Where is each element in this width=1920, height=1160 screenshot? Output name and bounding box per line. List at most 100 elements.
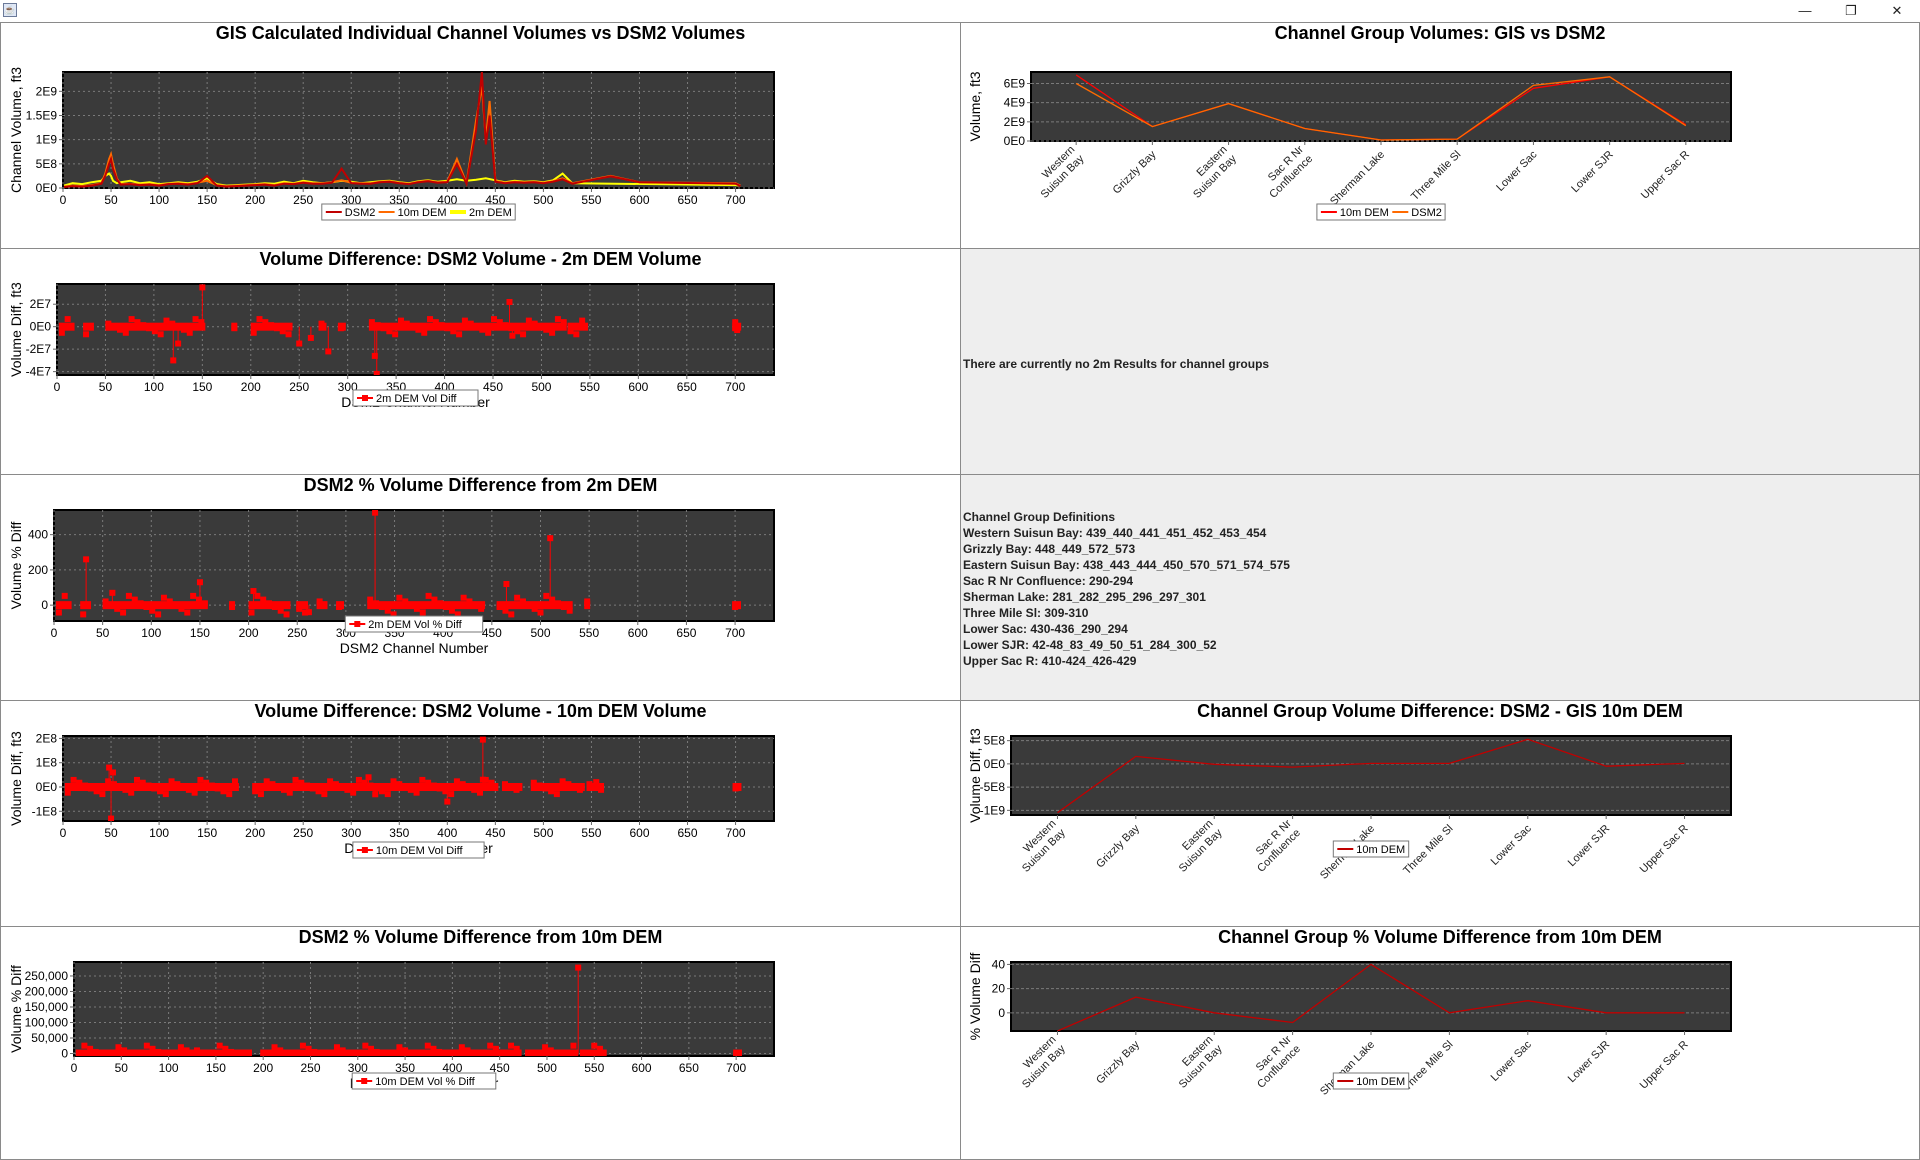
definition-line: Western Suisun Bay: 439_440_441_451_452_… (963, 526, 1267, 540)
legend-label: 2m DEM Vol % Diff (368, 619, 462, 631)
data-point (514, 594, 521, 601)
x-tick-label: 0 (60, 826, 67, 840)
data-point (431, 596, 438, 603)
data-point (733, 1052, 740, 1056)
y-tick-label: 6E9 (1004, 77, 1026, 91)
data-point (490, 316, 497, 323)
data-point (296, 340, 303, 347)
data-point (315, 788, 322, 795)
data-point (333, 1044, 340, 1051)
data-point (461, 317, 468, 324)
data-point (553, 791, 560, 798)
y-tick-label: -4E7 (26, 365, 52, 379)
x-tick-label: 350 (395, 1061, 415, 1075)
restore-button[interactable]: ❐ (1845, 3, 1857, 18)
window-titlebar: ☕ — ❐ ✕ (0, 0, 1920, 22)
y-tick-label: -2E7 (26, 342, 52, 356)
y-tick-label: 250,000 (25, 969, 69, 983)
x-tick-label: 250 (293, 826, 313, 840)
data-point (99, 791, 106, 798)
data-point (384, 607, 391, 614)
x-category-label: Three Mile Sl (1401, 823, 1455, 877)
chart-root: Channel Group Volume Difference: DSM2 - … (967, 701, 1732, 882)
data-point (465, 784, 472, 790)
legend: DSM2 10m DEM 2m DEM (321, 203, 516, 221)
data-point (519, 598, 526, 605)
plot-area (1010, 961, 1732, 1032)
data-point (275, 784, 282, 790)
data-point (345, 1050, 352, 1056)
chart-vol-diff-2m: Volume Difference: DSM2 Volume - 2m DEM … (8, 249, 775, 410)
x-category-label: Upper Sac R (1638, 1039, 1691, 1092)
data-point (280, 786, 287, 793)
x-tick-label: 50 (104, 193, 118, 207)
data-point (502, 607, 509, 614)
data-point (570, 1042, 577, 1049)
x-tick-label: 200 (245, 826, 265, 840)
data-point (168, 778, 175, 785)
data-point (262, 319, 269, 326)
data-point (316, 598, 323, 605)
panel-channel-volumes: GIS Calculated Individual Channel Volume… (0, 22, 961, 249)
data-point (419, 609, 426, 616)
data-point (178, 605, 185, 612)
plot-area (62, 735, 775, 822)
minimize-button[interactable]: — (1798, 3, 1812, 18)
data-point (336, 603, 343, 610)
data-point (327, 778, 334, 785)
data-point (547, 1047, 554, 1054)
data-point (203, 779, 210, 786)
data-point (402, 784, 409, 790)
data-point (193, 1047, 200, 1054)
data-point (509, 332, 516, 339)
chart-group-vol-diff-10m: Channel Group Volume Difference: DSM2 - … (967, 701, 1732, 882)
panel-group-pct-diff-10m: Channel Group % Volume Difference from 1… (960, 926, 1920, 1160)
data-point (186, 329, 193, 336)
close-button[interactable]: ✕ (1891, 3, 1903, 18)
data-point (479, 326, 486, 333)
data-point (547, 535, 554, 542)
data-point (543, 592, 550, 599)
data-point (413, 605, 420, 612)
x-category-label: Sac R NrConfluence (1246, 817, 1303, 874)
data-point (367, 596, 374, 603)
y-tick-label: 50,000 (31, 1031, 68, 1045)
data-point (542, 1044, 549, 1051)
data-point (368, 319, 375, 326)
data-point (126, 1050, 133, 1056)
legend-label: 10m DEM Vol % Diff (375, 1076, 475, 1088)
data-point (591, 1042, 598, 1049)
data-point (555, 600, 561, 607)
data-point (133, 776, 140, 783)
legend: 10m DEM (1332, 840, 1410, 858)
series-line (63, 72, 741, 188)
y-tick-label: 150,000 (25, 1000, 69, 1014)
data-point (192, 316, 199, 323)
marker-band (193, 1049, 252, 1056)
x-tick-label: 700 (725, 380, 745, 394)
data-point (443, 603, 450, 610)
legend-box (352, 841, 485, 859)
series-layer (58, 284, 742, 375)
data-point (553, 1050, 560, 1056)
data-point (368, 1045, 375, 1052)
y-tick-label: 0E0 (30, 320, 52, 334)
data-point (454, 611, 461, 618)
data-point (191, 789, 198, 796)
data-point (470, 1050, 477, 1056)
data-point (450, 328, 457, 335)
data-point (351, 1053, 357, 1056)
x-category-label: WesternSuisun Bay (1029, 143, 1086, 200)
x-tick-label: 50 (96, 626, 110, 640)
legend-label: 2m DEM (469, 207, 512, 219)
legend-label: 10m DEM (1356, 844, 1405, 856)
chart-title: Channel Group % Volume Difference from 1… (1218, 927, 1662, 947)
data-point (180, 326, 187, 333)
data-point (448, 791, 455, 798)
data-point (166, 598, 173, 605)
y-tick-label: 4E9 (1004, 96, 1026, 110)
data-point (525, 602, 532, 609)
data-point (413, 1053, 420, 1056)
legend-marker (361, 847, 368, 853)
x-tick-label: 250 (293, 193, 313, 207)
